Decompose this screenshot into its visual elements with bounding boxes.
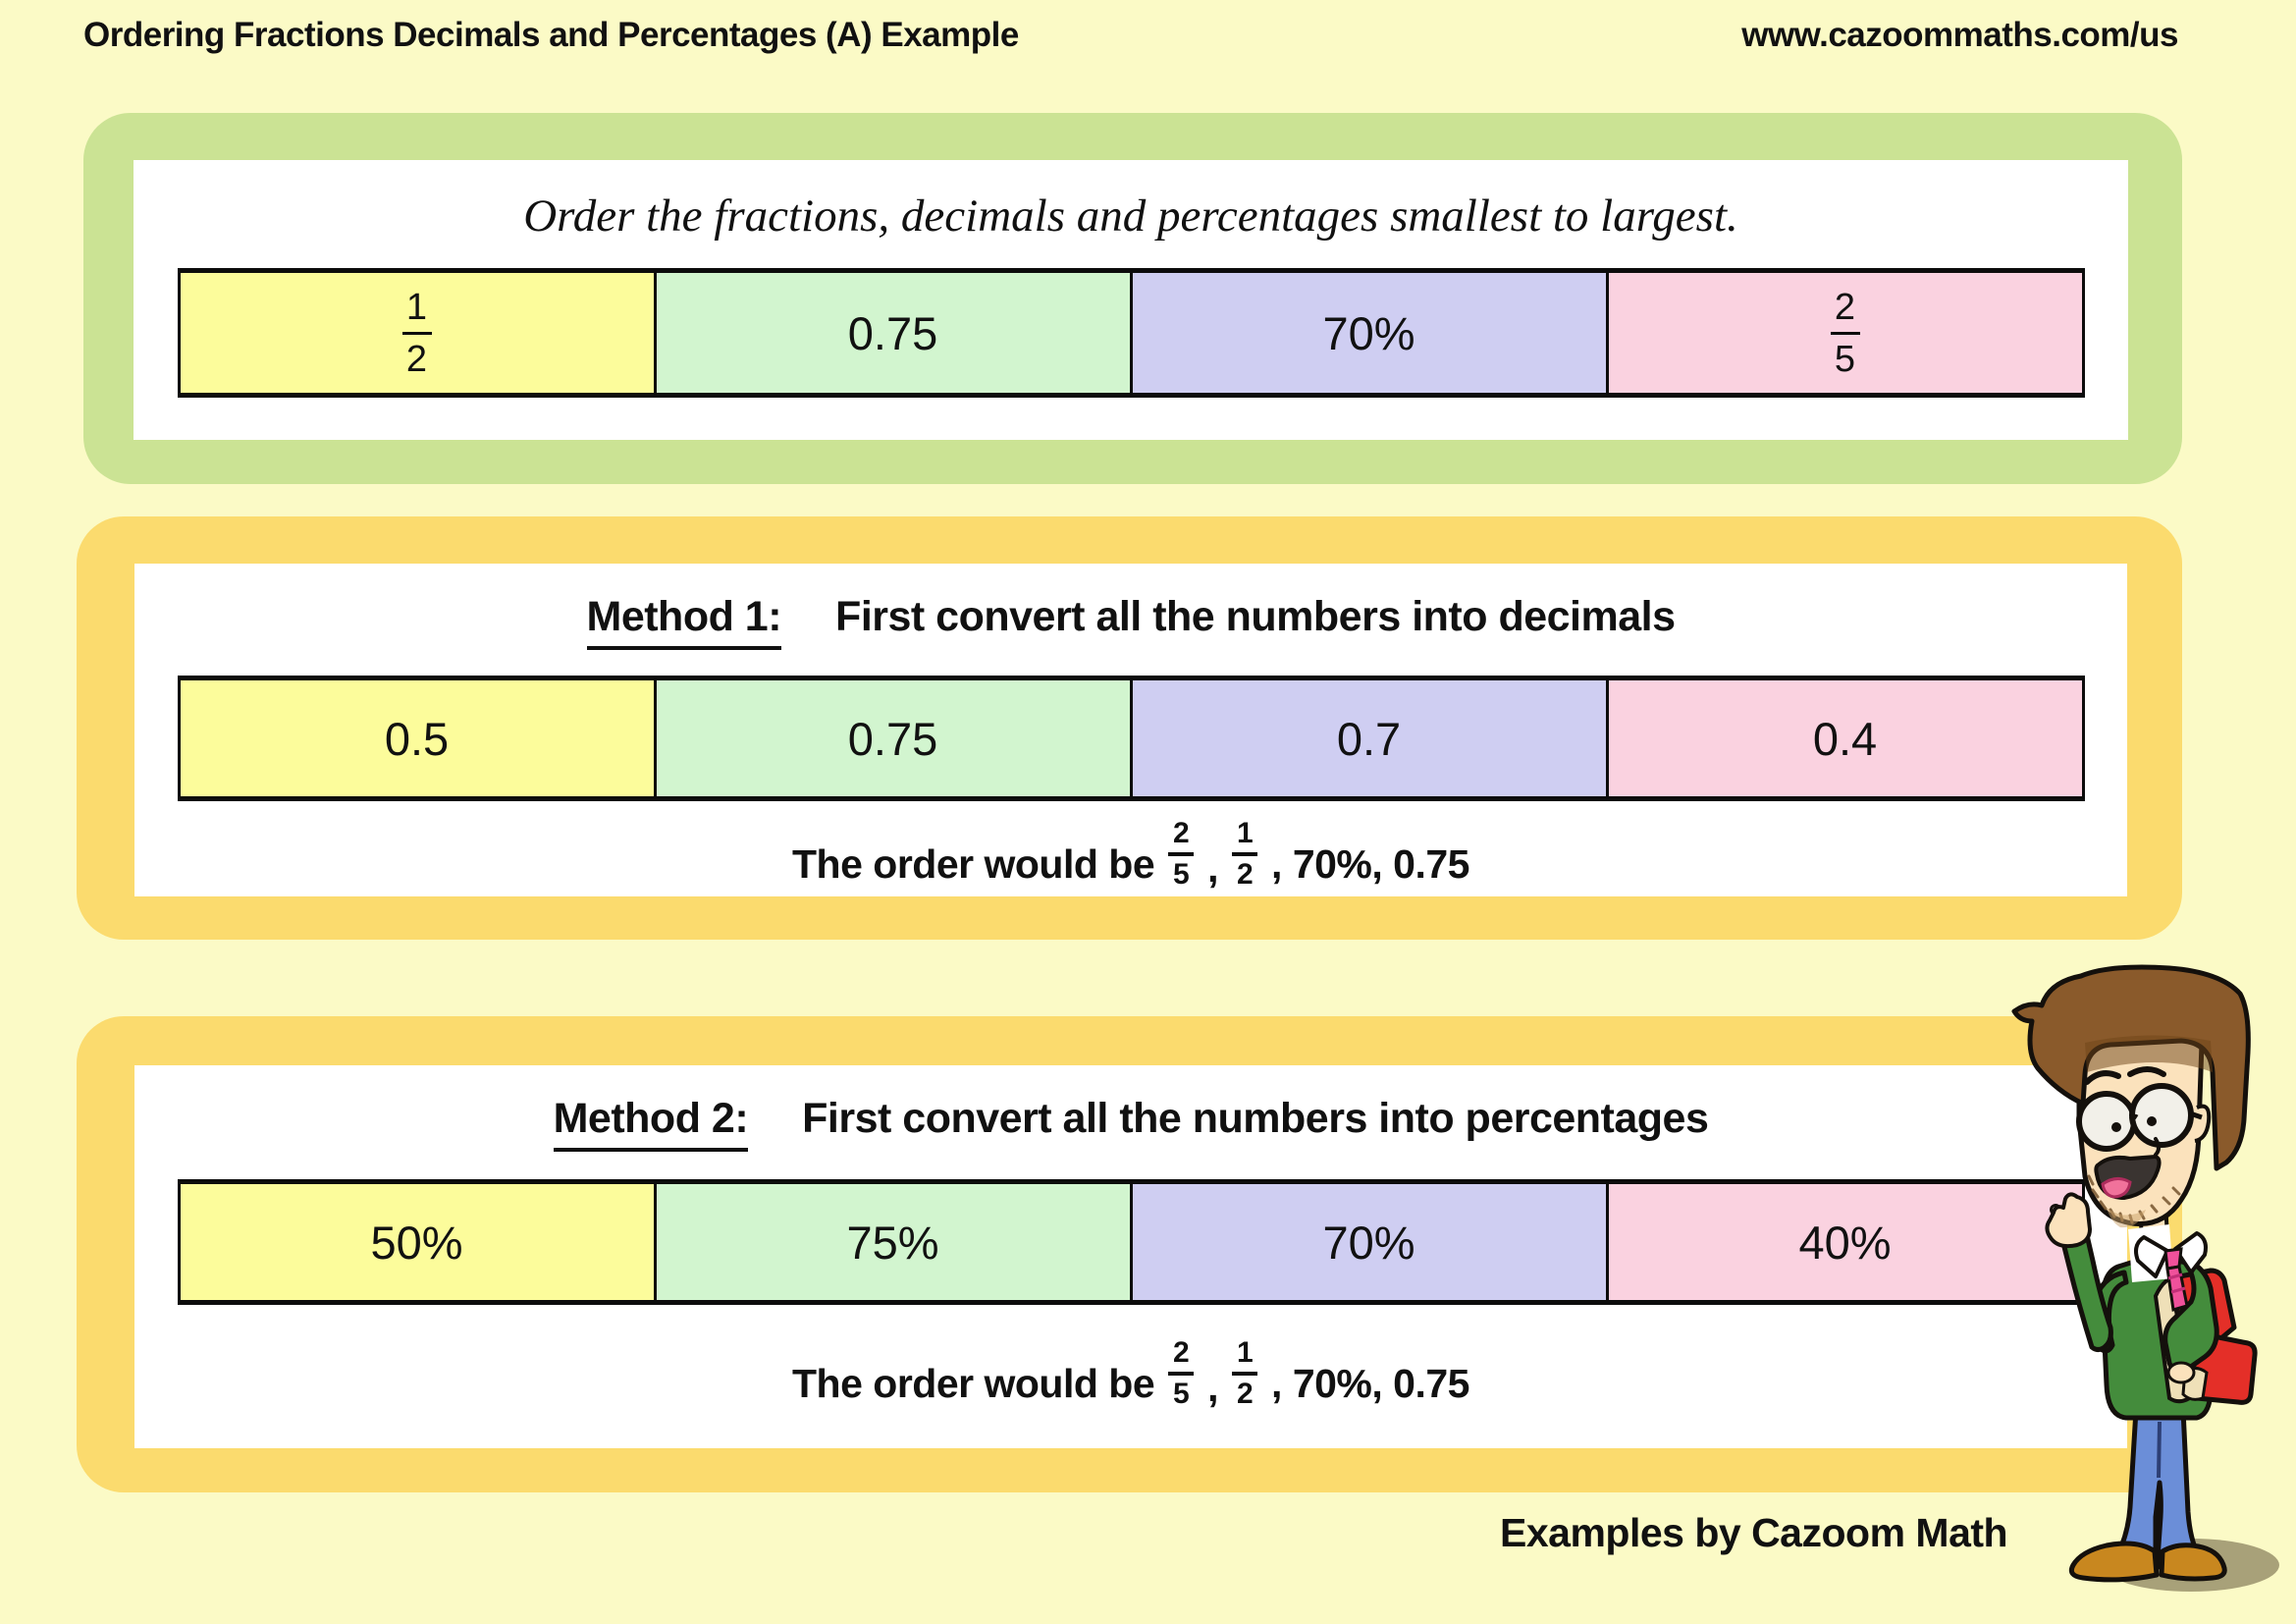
order-separator: , bbox=[1207, 1364, 1219, 1410]
website-url: www.cazoommaths.com/us bbox=[1741, 16, 2178, 54]
mascot-goatee bbox=[2107, 1208, 2146, 1228]
page-title: Ordering Fractions Decimals and Percenta… bbox=[83, 16, 1019, 54]
fraction-numerator: 2 bbox=[1173, 817, 1190, 849]
method-2-title: Method 2: First convert all the numbers … bbox=[134, 1095, 2127, 1152]
fraction-denominator: 2 bbox=[405, 338, 428, 380]
method-2-label: Method 2: bbox=[553, 1095, 749, 1152]
cell-value: 75% bbox=[846, 1216, 939, 1269]
fraction-numerator: 1 bbox=[405, 286, 428, 328]
fraction-two-fifths: 2 5 bbox=[1830, 286, 1860, 380]
fraction-numerator: 1 bbox=[1236, 817, 1254, 849]
fraction-bar bbox=[1232, 852, 1258, 856]
question-cell-two-fifths: 2 5 bbox=[1608, 273, 2082, 393]
teacher-mascot-illustration bbox=[2011, 964, 2279, 1592]
fraction-bar bbox=[1168, 852, 1195, 856]
order-separator: , bbox=[1207, 844, 1219, 891]
question-table: 1 2 0.75 70% 2 5 bbox=[177, 268, 2085, 398]
cell-value: 50% bbox=[370, 1216, 463, 1269]
order-prefix: The order would be bbox=[792, 840, 1155, 887]
method-2-cell-1: 50% bbox=[180, 1184, 657, 1300]
cell-value: 0.75 bbox=[847, 306, 938, 359]
cell-value: 0.5 bbox=[384, 712, 450, 765]
method-2-cell-3: 70% bbox=[1132, 1184, 1609, 1300]
method-1-order-line: The order would be 2 5 , 1 2 , 70%, 0.75 bbox=[134, 817, 2127, 891]
method-1-cell-4: 0.4 bbox=[1608, 680, 2082, 796]
mascot-glasses bbox=[2076, 1066, 2203, 1152]
cell-value: 70% bbox=[1322, 306, 1415, 359]
fraction-bar bbox=[401, 331, 432, 335]
method-2-order-line: The order would be 2 5 , 1 2 , 70%, 0.75 bbox=[134, 1336, 2127, 1410]
method-2-box: Method 2: First convert all the numbers … bbox=[77, 1016, 2182, 1492]
question-box: Order the fractions, decimals and percen… bbox=[83, 113, 2182, 484]
method-2-table: 50% 75% 70% 40% bbox=[177, 1179, 2085, 1305]
order-fraction-one-half: 1 2 bbox=[1232, 817, 1258, 891]
method-1-title: Method 1: First convert all the numbers … bbox=[134, 593, 2127, 650]
footer-credit: Examples by Cazoom Math bbox=[1500, 1510, 2008, 1555]
fraction-bar bbox=[1168, 1372, 1195, 1376]
fraction-bar bbox=[1830, 331, 1860, 335]
order-suffix: , 70%, 0.75 bbox=[1271, 1360, 1469, 1406]
mascot-mouth bbox=[2094, 1137, 2162, 1200]
question-prompt: Order the fractions, decimals and percen… bbox=[523, 190, 1738, 242]
fraction-numerator: 2 bbox=[1834, 286, 1856, 328]
question-panel: Order the fractions, decimals and percen… bbox=[133, 160, 2128, 440]
method-1-panel: Method 1: First convert all the numbers … bbox=[134, 564, 2127, 896]
method-1-box: Method 1: First convert all the numbers … bbox=[77, 516, 2182, 940]
fraction-bar bbox=[1232, 1372, 1258, 1376]
method-1-cell-3: 0.7 bbox=[1132, 680, 1609, 796]
fraction-denominator: 5 bbox=[1834, 338, 1856, 380]
method-2-cell-2: 75% bbox=[656, 1184, 1133, 1300]
fraction-denominator: 2 bbox=[1236, 858, 1254, 891]
mascot-ear bbox=[2194, 1104, 2212, 1143]
method-2-panel: Method 2: First convert all the numbers … bbox=[134, 1065, 2127, 1448]
fraction-numerator: 1 bbox=[1236, 1336, 1254, 1369]
order-fraction-two-fifths: 2 5 bbox=[1168, 1336, 1195, 1410]
cell-value: 0.7 bbox=[1336, 712, 1402, 765]
cell-value: 70% bbox=[1322, 1216, 1415, 1269]
question-cell-percent: 70% bbox=[1132, 273, 1609, 393]
method-2-heading: First convert all the numbers into perce… bbox=[802, 1095, 1709, 1142]
question-cell-half: 1 2 bbox=[180, 273, 657, 393]
order-prefix: The order would be bbox=[792, 1360, 1155, 1406]
fraction-numerator: 2 bbox=[1173, 1336, 1190, 1369]
order-suffix: , 70%, 0.75 bbox=[1271, 840, 1469, 887]
order-fraction-one-half: 1 2 bbox=[1232, 1336, 1258, 1410]
fraction-denominator: 2 bbox=[1236, 1378, 1254, 1410]
fraction-denominator: 5 bbox=[1173, 858, 1190, 891]
cell-value: 40% bbox=[1798, 1216, 1892, 1269]
method-1-table: 0.5 0.75 0.7 0.4 bbox=[177, 676, 2085, 801]
fraction-one-half: 1 2 bbox=[401, 286, 432, 380]
mascot-shoes bbox=[2068, 1541, 2227, 1583]
method-1-label: Method 1: bbox=[586, 593, 782, 650]
mascot-hair bbox=[2011, 964, 2251, 1171]
method-1-heading: First convert all the numbers into decim… bbox=[835, 593, 1676, 640]
cell-value: 0.75 bbox=[847, 712, 938, 765]
mascot-raised-arm bbox=[2045, 1192, 2129, 1354]
method-1-cell-2: 0.75 bbox=[656, 680, 1133, 796]
mascot-hand bbox=[2045, 1192, 2092, 1249]
question-cell-decimal: 0.75 bbox=[656, 273, 1133, 393]
order-fraction-two-fifths: 2 5 bbox=[1168, 817, 1195, 891]
method-2-cell-4: 40% bbox=[1608, 1184, 2082, 1300]
cell-value: 0.4 bbox=[1812, 712, 1878, 765]
fraction-denominator: 5 bbox=[1173, 1378, 1190, 1410]
method-1-cell-1: 0.5 bbox=[180, 680, 657, 796]
